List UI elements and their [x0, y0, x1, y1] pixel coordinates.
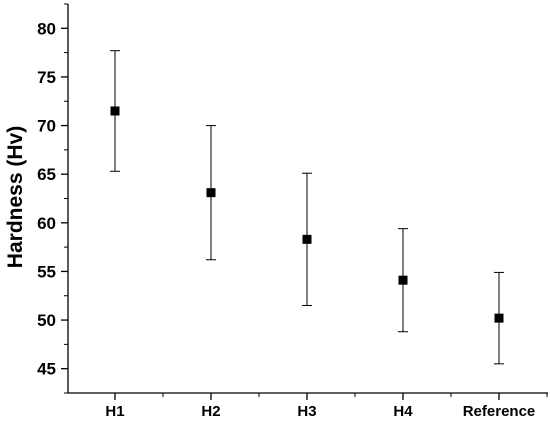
x-tick-label: H1 — [105, 403, 124, 420]
data-point — [302, 234, 312, 244]
y-tick-label: 80 — [37, 19, 56, 38]
data-points — [110, 106, 504, 323]
data-point — [206, 188, 216, 198]
data-point — [494, 313, 504, 323]
x-tick-label: H2 — [201, 403, 220, 420]
error-bars — [110, 50, 504, 365]
y-tick-label: 55 — [37, 262, 56, 281]
y-tick-label: 60 — [37, 214, 56, 233]
x-ticks: H1 H2 H3 H4 Reference — [105, 393, 548, 420]
data-point — [398, 275, 408, 285]
data-point — [110, 106, 120, 116]
y-ticks: 45 50 55 60 65 70 75 80 — [37, 3, 68, 394]
y-tick-label: 50 — [37, 311, 56, 330]
y-axis-title: Hardness (Hv) — [4, 126, 27, 268]
x-tick-label: H3 — [297, 403, 316, 420]
x-tick-label: Reference — [463, 403, 536, 420]
x-tick-label: H4 — [393, 403, 413, 420]
y-tick-label: 75 — [37, 68, 56, 87]
y-tick-label: 45 — [37, 360, 56, 379]
y-tick-label: 70 — [37, 117, 56, 136]
y-tick-label: 65 — [37, 165, 56, 184]
